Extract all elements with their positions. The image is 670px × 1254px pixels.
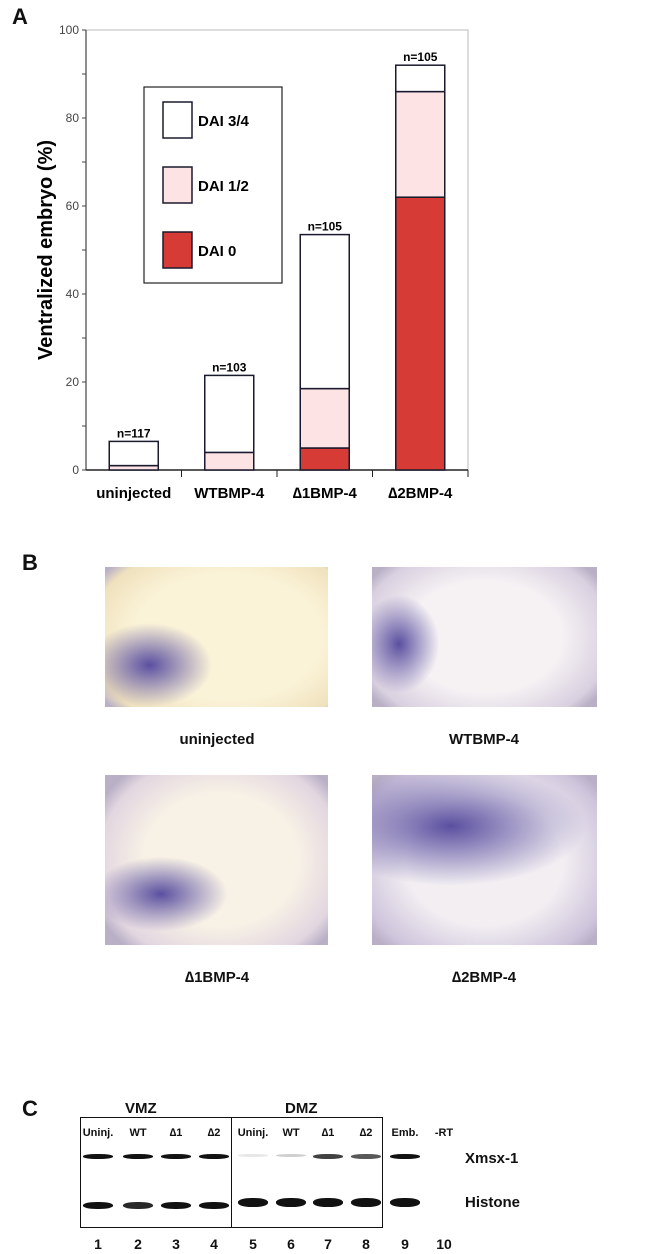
xmsx-band bbox=[390, 1154, 420, 1159]
y-tick-label: 40 bbox=[66, 287, 80, 301]
x-tick-label: WTBMP-4 bbox=[194, 485, 265, 502]
lane-number: 5 bbox=[249, 1236, 257, 1252]
gene-label: Xmsx-1 bbox=[465, 1150, 519, 1167]
stacked-bar-chart: 0 20 40 60 80 100 Ventralized embryo (%) n=117 u… bbox=[35, 23, 469, 502]
legend-label: DAI 3/4 bbox=[198, 113, 250, 130]
embryo-label: WTBMP-4 bbox=[449, 731, 519, 748]
histone-band bbox=[351, 1198, 381, 1207]
lane-number: 1 bbox=[94, 1236, 102, 1252]
bar-segment bbox=[395, 90, 446, 198]
lane-label: Uninj. bbox=[237, 1127, 269, 1139]
histone-band bbox=[276, 1198, 306, 1207]
legend-label: DAI 1/2 bbox=[198, 178, 249, 195]
x-tick-label: ∆1BMP-4 bbox=[293, 485, 358, 502]
y-tick-label: 60 bbox=[66, 199, 80, 213]
lane-number: 8 bbox=[362, 1236, 370, 1252]
bar-segment bbox=[395, 196, 446, 471]
lane-number: 4 bbox=[210, 1236, 218, 1252]
lane-label: Uninj. bbox=[82, 1127, 114, 1139]
bar-segment bbox=[299, 447, 350, 471]
panel-a-letter: A bbox=[12, 4, 28, 29]
panel-c-letter: C bbox=[22, 1096, 38, 1121]
histone-band bbox=[83, 1202, 113, 1209]
embryo-image bbox=[372, 567, 597, 707]
y-tick-label: 20 bbox=[66, 375, 80, 389]
xmsx-band bbox=[161, 1154, 191, 1159]
lane-label: -RT bbox=[434, 1127, 454, 1139]
xmsx-band bbox=[276, 1154, 306, 1157]
lane-number: 10 bbox=[436, 1236, 452, 1252]
y-axis-label: Ventralized embryo (%) bbox=[35, 140, 57, 360]
lane-label: WT bbox=[129, 1127, 147, 1139]
embryo-image bbox=[105, 775, 328, 945]
lane-label: ∆2 bbox=[207, 1127, 221, 1139]
bar-segment bbox=[204, 374, 255, 454]
x-tick-label: ∆2BMP-4 bbox=[388, 485, 453, 502]
lane-label: ∆2 bbox=[359, 1127, 373, 1139]
xmsx-band bbox=[199, 1154, 229, 1159]
n-label: n=117 bbox=[117, 426, 151, 440]
y-tick-label: 100 bbox=[59, 23, 79, 37]
legend-label: DAI 0 bbox=[198, 243, 236, 260]
xmsx-band bbox=[313, 1154, 343, 1159]
bar-segment bbox=[108, 440, 159, 467]
xmsx-band bbox=[83, 1154, 113, 1159]
embryo-label: ∆2BMP-4 bbox=[451, 969, 517, 986]
embryo-label: uninjected bbox=[179, 731, 255, 748]
histone-band bbox=[123, 1202, 153, 1209]
bar-segment bbox=[395, 64, 446, 93]
lane-label: WT bbox=[282, 1127, 300, 1139]
legend-swatch bbox=[162, 231, 193, 269]
gene-label: Histone bbox=[465, 1194, 521, 1211]
bar-segment bbox=[299, 233, 350, 390]
lane-number: 3 bbox=[172, 1236, 180, 1252]
legend-swatch bbox=[162, 166, 193, 204]
histone-band bbox=[390, 1198, 420, 1207]
group-label: VMZ bbox=[125, 1100, 157, 1117]
panel-b-letter: B bbox=[22, 550, 38, 575]
n-label: n=105 bbox=[403, 50, 438, 64]
lane-number: 9 bbox=[401, 1236, 409, 1252]
embryo-image bbox=[105, 567, 328, 707]
n-label: n=103 bbox=[212, 360, 247, 374]
y-tick-label: 0 bbox=[72, 463, 79, 477]
histone-band bbox=[238, 1198, 268, 1207]
histone-band bbox=[313, 1198, 343, 1207]
xmsx-band bbox=[123, 1154, 153, 1159]
lane-number: 2 bbox=[134, 1236, 142, 1252]
bar-segment bbox=[204, 451, 255, 471]
lane-label: ∆1 bbox=[169, 1127, 183, 1139]
legend-swatch bbox=[162, 101, 193, 139]
xmsx-band bbox=[351, 1154, 381, 1159]
lane-number: 6 bbox=[287, 1236, 295, 1252]
xmsx-band bbox=[238, 1154, 268, 1157]
embryo-image bbox=[372, 775, 597, 945]
bar-segment bbox=[299, 387, 350, 449]
group-label: DMZ bbox=[285, 1100, 318, 1117]
embryo-label: ∆1BMP-4 bbox=[184, 969, 250, 986]
lane-number: 7 bbox=[324, 1236, 332, 1252]
histone-band bbox=[161, 1202, 191, 1209]
lane-label: Emb. bbox=[391, 1127, 419, 1139]
x-tick-label: uninjected bbox=[96, 485, 171, 502]
y-tick-label: 80 bbox=[66, 111, 80, 125]
gel-divider bbox=[231, 1117, 232, 1228]
n-label: n=105 bbox=[308, 220, 343, 234]
histone-band bbox=[199, 1202, 229, 1209]
lane-label: ∆1 bbox=[321, 1127, 335, 1139]
